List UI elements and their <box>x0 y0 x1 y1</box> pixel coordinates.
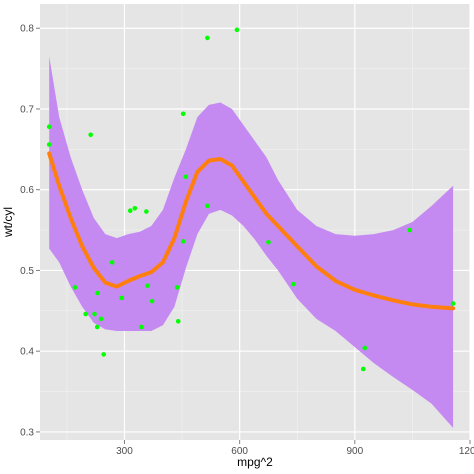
data-point <box>180 239 186 244</box>
data-point <box>174 285 180 290</box>
data-point <box>132 205 138 211</box>
y-tick-label: 0.4 <box>20 347 34 358</box>
data-point <box>98 316 104 322</box>
data-point <box>119 295 125 301</box>
data-points <box>46 27 456 372</box>
y-axis-title: wt/cyl <box>1 207 15 238</box>
smooth-trend-line <box>47 151 456 311</box>
data-point <box>149 298 155 304</box>
y-tick-label: 0.6 <box>20 185 34 196</box>
data-point <box>46 142 52 147</box>
x-tick-label: 900 <box>346 446 363 457</box>
data-point <box>92 311 97 317</box>
data-point <box>139 324 144 330</box>
data-point <box>407 227 413 233</box>
y-tick-label: 0.8 <box>20 24 34 35</box>
data-point <box>291 281 296 287</box>
y-axis-ticks: 0.3 0.4 0.5 0.6 0.7 0.8 <box>20 24 40 438</box>
y-tick-label: 0.7 <box>20 104 34 115</box>
data-point <box>450 301 456 306</box>
data-point <box>362 345 368 351</box>
x-axis-title: mpg^2 <box>237 455 273 469</box>
data-point <box>175 319 181 324</box>
data-point <box>205 35 210 41</box>
data-point <box>266 239 271 245</box>
data-point <box>180 111 186 117</box>
data-point <box>360 366 366 372</box>
data-point <box>205 203 210 209</box>
y-tick-label: 0.5 <box>20 266 34 277</box>
y-tick-label: 0.3 <box>20 427 34 438</box>
data-point <box>72 285 78 290</box>
confidence-ribbon <box>49 56 454 428</box>
data-point <box>234 27 240 33</box>
data-point <box>144 209 149 214</box>
data-point <box>101 352 107 357</box>
data-point <box>145 283 150 289</box>
data-point <box>109 260 115 265</box>
data-point <box>95 290 100 296</box>
data-point <box>46 124 52 130</box>
data-point <box>88 132 93 138</box>
x-tick-label: 300 <box>116 446 133 457</box>
data-point <box>127 208 133 213</box>
x-tick-label: 600 <box>231 446 248 457</box>
data-point <box>83 311 88 317</box>
data-point <box>183 174 189 180</box>
data-point <box>94 324 100 330</box>
